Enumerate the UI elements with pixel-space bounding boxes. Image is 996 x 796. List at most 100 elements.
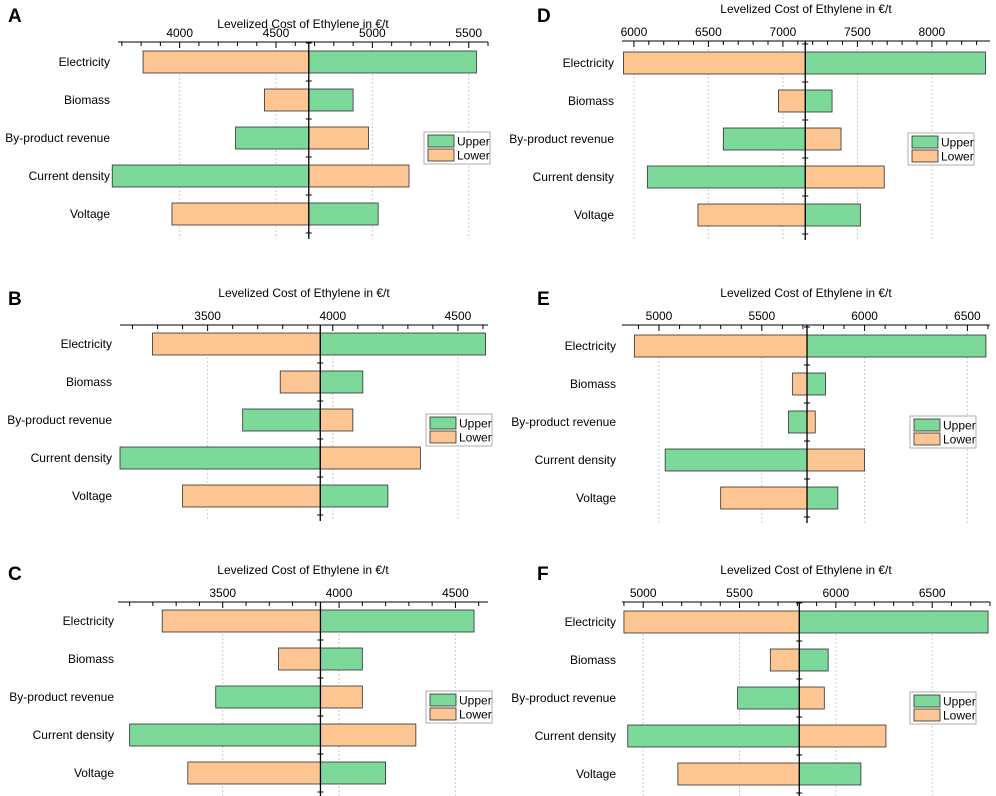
tick-label: 5500 xyxy=(748,309,775,323)
panel-letter: D xyxy=(537,6,551,27)
tick-label: 4500 xyxy=(445,309,472,323)
legend-swatch-lower xyxy=(913,432,941,446)
legend-swatch-upper xyxy=(429,693,457,707)
bar-lower xyxy=(769,648,800,672)
axis-title: Levelized Cost of Ethylene in €/t xyxy=(720,2,892,16)
category-label: Electricity xyxy=(565,339,616,353)
tick-label: 6500 xyxy=(919,586,946,600)
bar-lower xyxy=(798,724,887,748)
tick-label: 5000 xyxy=(359,26,386,40)
legend-label-upper: Upper xyxy=(459,417,492,431)
bar-upper xyxy=(804,89,833,113)
bar-lower xyxy=(792,372,808,396)
bar-lower xyxy=(308,126,369,150)
legend-label-lower: Lower xyxy=(943,709,976,723)
panel-b: B Levelized Cost of Ethylene in €/t 3500 40… xyxy=(7,286,493,521)
bar-lower xyxy=(798,686,825,710)
legend-label-upper: Upper xyxy=(459,694,492,708)
legend-swatch-upper xyxy=(913,418,941,432)
category-label: Biomass xyxy=(66,375,112,389)
bar-lower xyxy=(806,410,816,434)
axis-title: Levelized Cost of Ethylene in €/t xyxy=(217,563,389,577)
legend-swatch-upper xyxy=(427,134,455,148)
bar-upper xyxy=(235,126,310,150)
bar-upper xyxy=(320,609,475,633)
bar-upper xyxy=(806,486,839,510)
tick-label: 3500 xyxy=(209,586,236,600)
bar-upper xyxy=(319,370,364,394)
bar-lower xyxy=(633,334,808,358)
category-label: Voltage xyxy=(70,207,110,221)
category-label: Voltage xyxy=(574,208,614,222)
bar-lower xyxy=(806,448,865,472)
panel-letter: B xyxy=(8,289,22,310)
bar-upper xyxy=(320,761,387,785)
panel-letter: E xyxy=(537,289,550,310)
bar-upper xyxy=(806,372,826,396)
bar-lower xyxy=(264,88,310,112)
panel-e: E Levelized Cost of Ethylene in €/t 5000 55… xyxy=(511,286,990,523)
panel-c: C Levelized Cost of Ethylene in €/t 3500 40… xyxy=(8,563,493,796)
category-label: By-product revenue xyxy=(7,413,112,427)
panel-letter: C xyxy=(8,564,22,585)
category-label: Biomass xyxy=(568,94,614,108)
bar-upper xyxy=(320,647,363,671)
legend-swatch-lower xyxy=(429,707,457,721)
legend-swatch-upper xyxy=(429,416,457,430)
bar-upper xyxy=(804,203,861,227)
legend-label-lower: Lower xyxy=(459,431,492,445)
tick-label: 6000 xyxy=(851,309,878,323)
tick-label: 7500 xyxy=(844,25,871,39)
bar-lower xyxy=(623,610,800,634)
legend-swatch-upper xyxy=(911,135,939,149)
tick-label: 8000 xyxy=(919,25,946,39)
category-label: Current density xyxy=(535,453,616,467)
category-label: Biomass xyxy=(64,93,110,107)
bar-lower xyxy=(187,761,321,785)
bar-lower xyxy=(320,685,363,709)
tick-label: 6000 xyxy=(823,586,850,600)
bar-lower xyxy=(278,647,321,671)
legend-label-upper: Upper xyxy=(943,419,976,433)
bar-lower xyxy=(778,89,806,113)
tick-label: 4000 xyxy=(326,586,353,600)
category-label: Current density xyxy=(31,451,112,465)
legend-label-lower: Lower xyxy=(459,708,492,722)
bar-lower xyxy=(182,484,321,508)
category-label: Current density xyxy=(533,170,614,184)
bar-lower xyxy=(720,486,808,510)
category-label: Voltage xyxy=(576,491,616,505)
category-label: Biomass xyxy=(570,377,616,391)
bar-upper xyxy=(308,88,354,112)
panel-d: D Levelized Cost of Ethylene in €/t 6000 65… xyxy=(509,2,990,240)
tick-label: 4000 xyxy=(319,309,346,323)
category-label: Current density xyxy=(29,169,110,183)
legend-swatch-lower xyxy=(427,148,455,162)
bar-lower xyxy=(152,332,321,356)
bar-lower xyxy=(171,202,310,226)
bar-lower xyxy=(804,165,885,189)
tick-label: 3500 xyxy=(194,309,221,323)
category-label: Electricity xyxy=(565,615,616,629)
bar-upper xyxy=(806,334,987,358)
bar-lower xyxy=(697,203,806,227)
category-label: Voltage xyxy=(74,766,114,780)
bar-lower xyxy=(677,762,800,786)
category-label: Electricity xyxy=(61,337,112,351)
bar-upper xyxy=(308,50,477,74)
bar-upper xyxy=(788,410,808,434)
bar-lower xyxy=(623,51,806,75)
legend-swatch-lower xyxy=(913,708,941,722)
category-label: Electricity xyxy=(563,56,614,70)
bar-lower xyxy=(161,609,321,633)
axis-title: Levelized Cost of Ethylene in €/t xyxy=(720,563,892,577)
legend-label-lower: Lower xyxy=(457,149,490,163)
bar-upper xyxy=(664,448,808,472)
bar-lower xyxy=(320,723,417,747)
category-label: By-product revenue xyxy=(9,690,114,704)
bar-lower xyxy=(319,446,421,470)
tick-label: 6000 xyxy=(621,25,648,39)
